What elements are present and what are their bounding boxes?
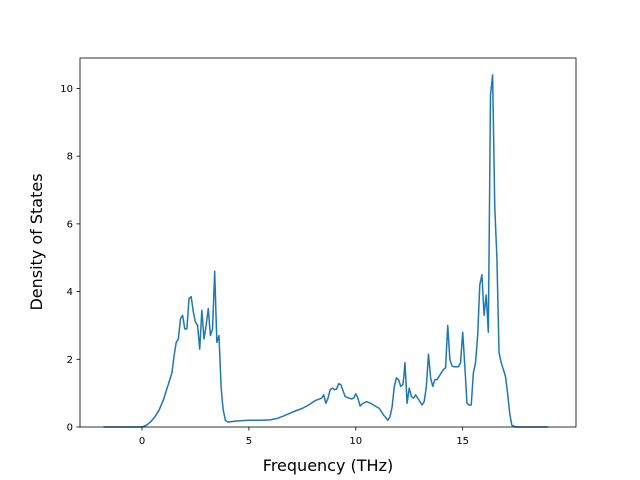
dos-series-line [103,74,549,428]
axes-frame [79,57,577,428]
x-tick-label: 5 [246,436,252,447]
y-tick-label: 8 [67,152,73,163]
y-axis-label: Density of States [27,173,46,310]
y-tick-label: 6 [67,219,73,230]
x-axis-label: Frequency (THz) [263,456,393,475]
y-tick-label: 2 [67,355,73,366]
x-axis-ticks: 0 5 10 15 [139,427,469,447]
x-tick-label: 0 [139,436,145,447]
y-tick-label: 4 [67,287,73,298]
y-axis-ticks: 0 2 4 6 8 10 [60,84,80,434]
plot-area [103,74,549,428]
y-tick-label: 10 [60,84,73,95]
x-tick-label: 10 [349,436,362,447]
x-tick-label: 15 [456,436,469,447]
y-tick-label: 0 [67,423,73,434]
